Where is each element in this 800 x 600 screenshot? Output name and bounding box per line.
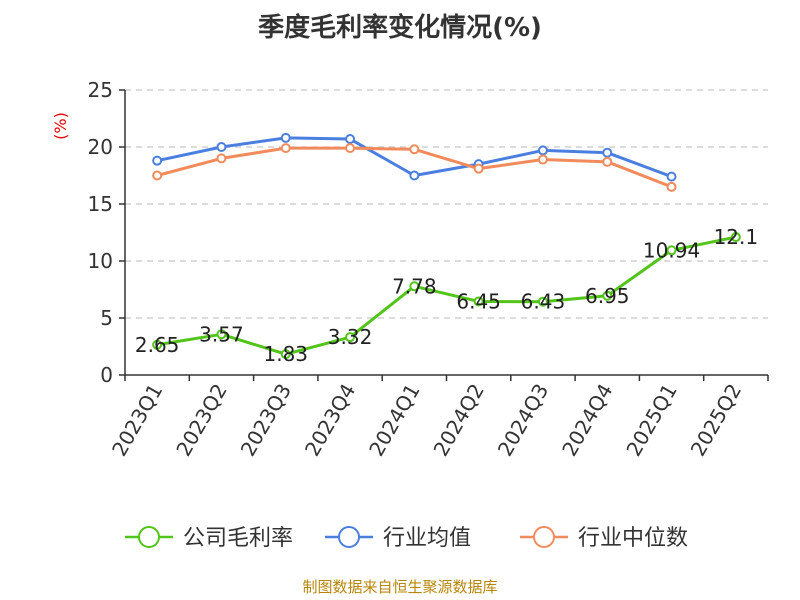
data-label: 2.65	[135, 333, 180, 357]
x-tick-label: 2024Q1	[364, 380, 424, 461]
legend-marker	[533, 526, 555, 548]
x-tick-label: 2023Q4	[300, 380, 360, 461]
legend-marker	[338, 526, 360, 548]
y-tick-label: 5	[100, 306, 113, 330]
data-point	[152, 339, 163, 350]
x-tick-label: 2023Q3	[236, 380, 296, 461]
data-point	[730, 232, 741, 243]
x-tick-label: 2025Q1	[621, 380, 681, 461]
data-label: 3.57	[199, 322, 244, 346]
data-point	[666, 171, 677, 182]
x-tick-label: 2024Q3	[493, 380, 553, 461]
data-point	[473, 296, 484, 307]
x-tick-label: 2023Q2	[171, 380, 231, 461]
grid-lines	[125, 89, 768, 319]
data-point	[152, 155, 163, 166]
data-point	[216, 329, 227, 340]
y-tick-label: 15	[88, 192, 113, 216]
x-tick-label: 2023Q1	[107, 380, 167, 461]
legend-label: 公司毛利率	[183, 526, 293, 551]
data-point	[602, 290, 613, 301]
data-label: 7.78	[392, 274, 437, 298]
data-labels: 2.65 3.57 1.83 3.32 7.78 6.45 6.43 6.95 10.94 12.…	[135, 225, 758, 366]
data-label: 6.95	[585, 284, 630, 308]
x-tick-label: 2024Q2	[429, 380, 489, 461]
data-point	[666, 181, 677, 192]
data-label: 10.94	[643, 238, 700, 262]
series-lines	[152, 132, 741, 360]
source-note: 制图数据来自恒生聚源数据库	[302, 578, 497, 596]
data-point	[280, 143, 291, 154]
data-point	[216, 142, 227, 152]
data-point	[280, 349, 291, 360]
legend-item[interactable]: 行业均值	[325, 526, 471, 551]
x-tick-label: 2024Q4	[557, 380, 617, 461]
data-point	[409, 170, 420, 181]
data-point	[537, 145, 548, 156]
axes: 0 5 10 15 20 25 2023Q1 2023Q2 2023Q3 2023Q4 2024Q1…	[88, 78, 769, 461]
data-point	[345, 332, 356, 343]
data-point	[280, 132, 291, 143]
data-label: 3.32	[328, 325, 373, 349]
y-tick-label: 0	[100, 363, 113, 387]
y-tick-label: 10	[88, 249, 113, 273]
data-point	[409, 144, 420, 155]
legend-item[interactable]: 公司毛利率	[125, 526, 293, 551]
data-label: 1.83	[263, 342, 308, 366]
data-point	[409, 281, 420, 292]
data-point	[666, 245, 677, 256]
y-axis-unit-label: (%)	[51, 112, 70, 140]
data-point	[345, 143, 356, 154]
legend-marker	[138, 526, 160, 548]
data-point	[602, 156, 613, 167]
data-point	[216, 153, 227, 164]
data-label: 6.45	[456, 289, 501, 313]
data-point	[152, 170, 163, 181]
data-label: 6.43	[521, 290, 566, 314]
data-point	[537, 296, 548, 307]
y-tick-label: 20	[88, 135, 113, 159]
legend-label: 行业中位数	[578, 526, 688, 551]
chart-title: 季度毛利率变化情况(%)	[258, 12, 542, 43]
data-label: 12.1	[714, 225, 759, 249]
data-point	[602, 147, 613, 158]
legend-label: 行业均值	[383, 526, 471, 551]
data-point	[537, 154, 548, 165]
data-point	[345, 134, 356, 145]
series-line	[156, 235, 737, 356]
legend[interactable]: 公司毛利率 行业均值 行业中位数	[125, 526, 688, 551]
y-tick-label: 25	[88, 78, 113, 102]
legend-item[interactable]: 行业中位数	[520, 526, 688, 551]
data-point	[473, 163, 484, 174]
x-tick-label: 2025Q2	[686, 380, 746, 461]
